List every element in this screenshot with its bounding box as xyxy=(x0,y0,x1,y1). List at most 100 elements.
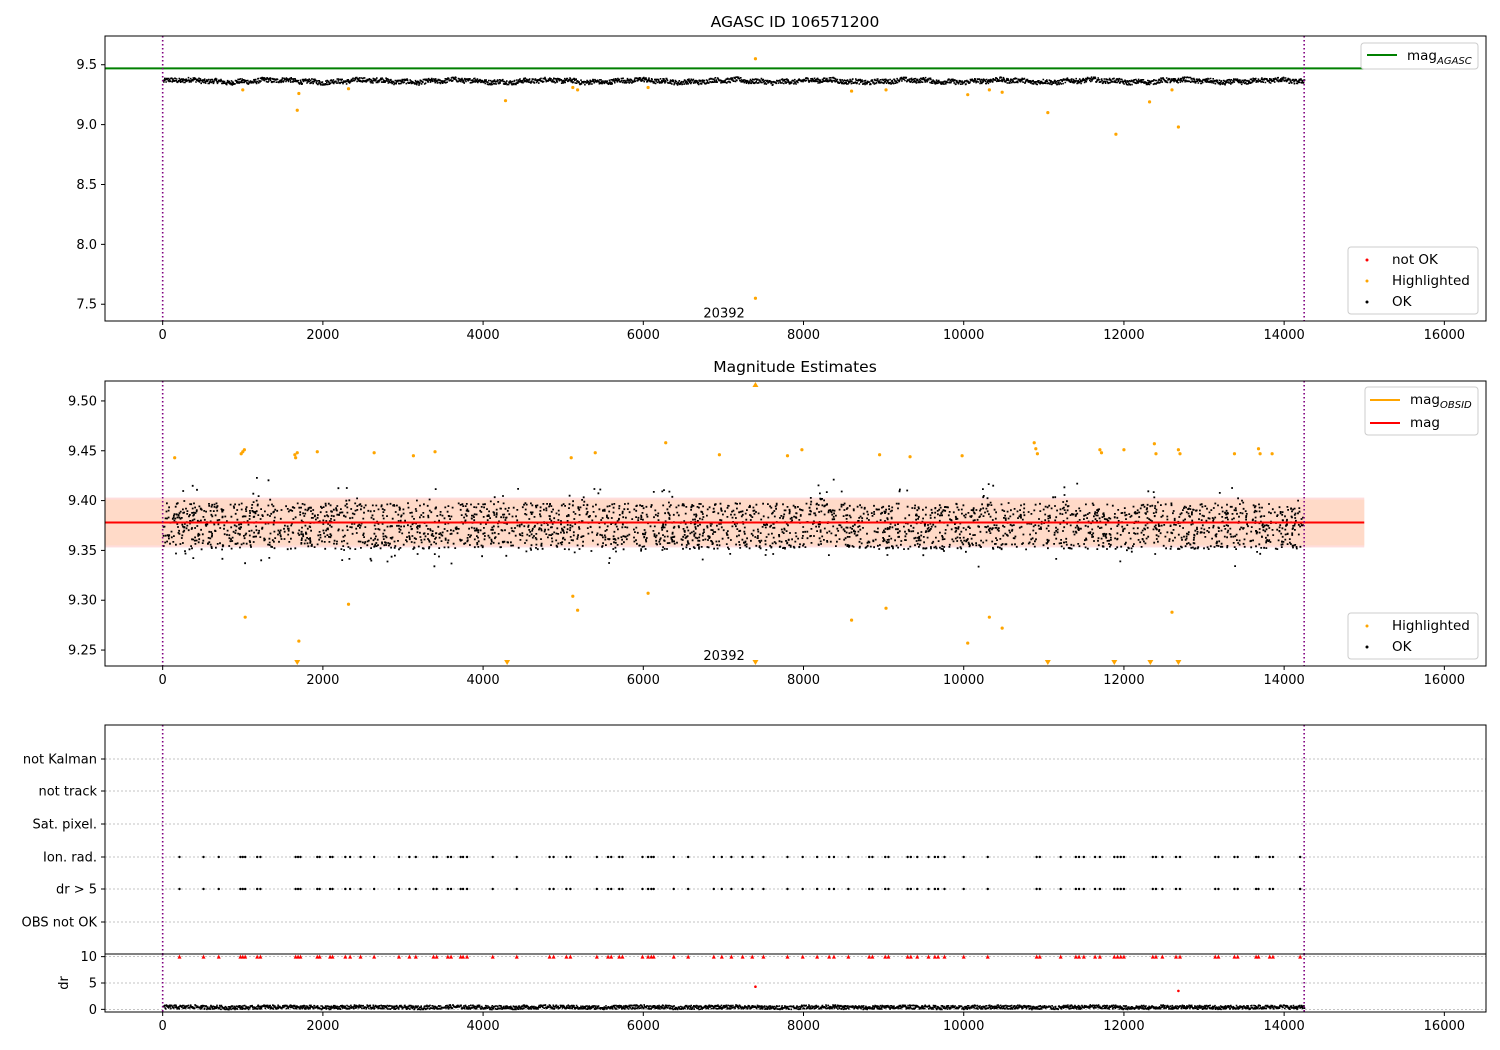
flag-point xyxy=(887,855,890,859)
out-of-range-marker xyxy=(1111,660,1118,665)
flag-point xyxy=(712,887,715,891)
highlighted-point xyxy=(1034,447,1038,451)
x-tick-label: 10000 xyxy=(943,328,984,343)
flag-category-label: OBS not OK xyxy=(22,916,98,931)
flag-point xyxy=(491,855,494,859)
out-of-range-marker xyxy=(1147,660,1154,665)
flag-point xyxy=(465,887,469,891)
highlighted-point xyxy=(753,57,758,61)
clipped-dr-marker xyxy=(594,954,599,959)
flag-point xyxy=(927,887,930,891)
y-tick-label: 8.5 xyxy=(76,178,97,193)
flag-point xyxy=(1151,855,1154,859)
flag-point xyxy=(397,887,401,891)
clipped-dr-marker xyxy=(606,954,611,959)
panel-dr: 0 2000 4000 6000 8000 10000 12000 14000 16000 0 5 1… xyxy=(57,950,1487,1034)
highlighted-point xyxy=(800,448,804,452)
flag-point xyxy=(1233,887,1236,891)
clipped-dr-marker xyxy=(620,954,625,959)
legend-point-status: not OK Highlighted OK xyxy=(1347,246,1479,315)
panel-agasc: AGASC ID 106571200 20392 0 2000 4000 6000 800… xyxy=(76,13,1487,343)
flag-point xyxy=(652,855,655,859)
highlighted-point xyxy=(849,89,854,93)
highlighted-point xyxy=(294,456,298,460)
flag-point xyxy=(1268,855,1271,859)
y-tick-label: 10 xyxy=(80,950,97,965)
highlighted-point xyxy=(593,451,597,455)
flag-point xyxy=(730,887,733,891)
clipped-dr-marker xyxy=(1058,954,1063,959)
highlighted-point xyxy=(1000,90,1004,94)
highlighted-point xyxy=(433,450,437,454)
x-tick-label: 6000 xyxy=(627,673,660,688)
highlighted-point xyxy=(576,608,580,612)
y-tick-label: 7.5 xyxy=(76,298,97,313)
clipped-dr-marker xyxy=(490,954,495,959)
flag-point xyxy=(1059,855,1062,859)
flag-point xyxy=(449,855,453,859)
highlighted-point xyxy=(1099,451,1104,455)
flag-point xyxy=(414,887,418,891)
flag-point xyxy=(986,855,989,859)
flag-point xyxy=(751,887,754,891)
flag-point xyxy=(344,855,347,859)
clipped-dr-marker xyxy=(1235,954,1240,959)
flag-point xyxy=(1254,855,1258,859)
clipped-dr-marker xyxy=(330,954,335,959)
highlighted-point xyxy=(1170,88,1174,92)
flag-point xyxy=(318,887,321,891)
flag-point xyxy=(927,855,930,859)
highlighted-point xyxy=(1035,452,1040,456)
flag-point xyxy=(255,855,259,859)
flag-point xyxy=(618,855,621,859)
flag-point xyxy=(909,887,913,891)
flag-point xyxy=(202,855,205,859)
clipped-dr-marker xyxy=(1267,954,1272,959)
clipped-dr-marker xyxy=(883,954,888,959)
x-tick-label: 2000 xyxy=(306,1019,339,1034)
clipped-dr-marker xyxy=(413,954,418,959)
flag-point xyxy=(1236,855,1239,859)
panel-mag-title: Magnitude Estimates xyxy=(713,358,877,376)
clipped-dr-marker xyxy=(961,954,966,959)
flag-point xyxy=(1093,855,1097,859)
flag-point xyxy=(1174,887,1178,891)
clipped-dr-marker xyxy=(711,954,716,959)
flag-point xyxy=(446,887,450,891)
highlighted-point xyxy=(960,454,964,458)
clipped-dr-marker xyxy=(827,954,832,959)
flag-point xyxy=(986,887,989,891)
clipped-dr-marker xyxy=(1073,954,1078,959)
flag-point xyxy=(801,855,804,859)
flag-point xyxy=(1217,887,1220,891)
flag-point xyxy=(1271,887,1275,891)
y-tick-label: 9.30 xyxy=(68,594,97,609)
highlighted-point xyxy=(966,641,970,645)
highlighted-point xyxy=(297,639,301,643)
legend-mag-lines: magOBSID mag xyxy=(1364,386,1479,436)
x-tick-label: 12000 xyxy=(1103,673,1144,688)
clipped-dr-marker xyxy=(461,954,466,959)
clipped-dr-marker xyxy=(372,954,377,959)
x-tick-label: 4000 xyxy=(467,673,500,688)
legend-mag-agasc: magAGASC xyxy=(1360,42,1479,70)
flag-point xyxy=(827,855,831,859)
highlighted-point xyxy=(884,88,888,92)
flag-point xyxy=(449,887,453,891)
clipped-dr-marker xyxy=(750,954,755,959)
flag-point xyxy=(1214,887,1217,891)
highlighted-point xyxy=(571,85,575,90)
flag-point xyxy=(847,855,850,859)
clipped-dr-marker xyxy=(1112,954,1117,959)
flag-point xyxy=(294,887,297,891)
y-tick-label: 0 xyxy=(89,1003,97,1018)
highlighted-point xyxy=(173,456,177,460)
clipped-dr-marker xyxy=(609,954,614,959)
highlighted-point xyxy=(503,99,508,103)
flag-point xyxy=(741,855,744,859)
flag-point xyxy=(1038,887,1042,891)
highlighted-point xyxy=(717,453,722,457)
flag-point xyxy=(1122,855,1126,859)
flag-point xyxy=(606,887,610,891)
flag-point xyxy=(1093,887,1097,891)
